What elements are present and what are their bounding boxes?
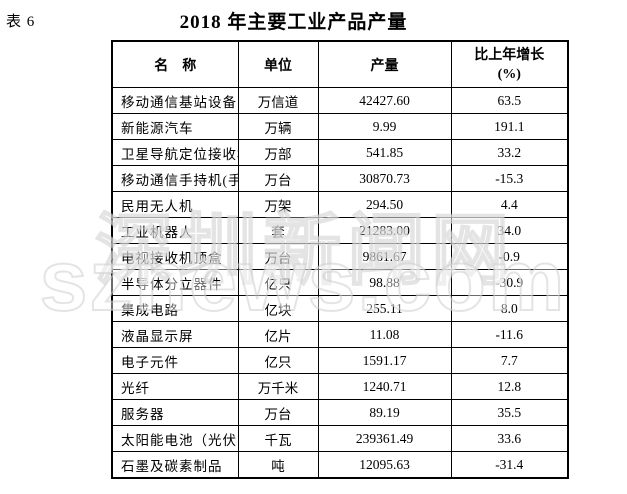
output-cell: 255.11 [317,295,452,322]
product-name-cell: 集成电路 [111,295,239,322]
output-cell: 9861.67 [317,243,452,270]
growth-cell: 33.6 [450,425,569,452]
product-name-cell: 卫星导航定位接收机 [111,139,239,166]
growth-cell: 12.8 [450,373,569,400]
column-header-unit: 单位 [237,40,319,88]
output-cell: 541.85 [317,139,452,166]
output-cell: 1591.17 [317,347,452,374]
unit-cell: 万信道 [237,87,319,114]
table-row: 液晶显示屏 亿片 11.08 -11.6 [111,321,569,348]
growth-cell: 34.0 [450,217,569,244]
output-cell: 21283.00 [317,217,452,244]
product-name-cell: 服务器 [111,399,239,426]
product-name-cell: 电视接收机顶盒 [111,243,239,270]
industrial-output-table: 名 称 单位 产量 比上年增长 (%) 移动通信基站设备 万信道 42427.6… [111,40,569,479]
table-row: 移动通信手持机(手机) 万台 30870.73 -15.3 [111,165,569,192]
growth-cell: 191.1 [450,113,569,140]
unit-cell: 万辆 [237,113,319,140]
growth-cell: -15.3 [450,165,569,192]
product-name-cell: 移动通信手持机(手机) [111,165,239,192]
unit-cell: 吨 [237,451,319,479]
unit-cell: 万部 [237,139,319,166]
column-header-growth-line2: (%) [497,66,521,82]
table-row: 电视接收机顶盒 万台 9861.67 -0.9 [111,243,569,270]
product-name-cell: 移动通信基站设备 [111,87,239,114]
unit-cell: 亿只 [237,347,319,374]
table-row: 民用无人机 万架 294.50 4.4 [111,191,569,218]
header-row: 名 称 单位 产量 比上年增长 (%) [111,40,569,88]
table-row: 工业机器人 套 21283.00 34.0 [111,217,569,244]
table-row: 电子元件 亿只 1591.17 7.7 [111,347,569,374]
unit-cell: 万台 [237,399,319,426]
growth-cell: -31.4 [450,451,569,479]
product-name-cell: 液晶显示屏 [111,321,239,348]
output-cell: 89.19 [317,399,452,426]
output-cell: 98.88 [317,269,452,296]
column-header-growth: 比上年增长 (%) [450,40,569,88]
table-row: 服务器 万台 89.19 35.5 [111,399,569,426]
growth-cell: 63.5 [450,87,569,114]
product-name-cell: 民用无人机 [111,191,239,218]
table-number-label: 表 6 [6,14,36,30]
growth-cell: 35.5 [450,399,569,426]
table-row: 光纤 万千米 1240.71 12.8 [111,373,569,400]
growth-cell: 8.0 [450,295,569,322]
product-name-cell: 太阳能电池（光伏电池） [111,425,239,452]
output-cell: 239361.49 [317,425,452,452]
growth-cell: 7.7 [450,347,569,374]
product-name-cell: 新能源汽车 [111,113,239,140]
unit-cell: 套 [237,217,319,244]
product-name-cell: 光纤 [111,373,239,400]
table-row: 集成电路 亿块 255.11 8.0 [111,295,569,322]
unit-cell: 万台 [237,165,319,192]
unit-cell: 亿块 [237,295,319,322]
growth-cell: 4.4 [450,191,569,218]
table-row: 新能源汽车 万辆 9.99 191.1 [111,113,569,140]
output-cell: 42427.60 [317,87,452,114]
output-cell: 30870.73 [317,165,452,192]
growth-cell: -11.6 [450,321,569,348]
unit-cell: 亿片 [237,321,319,348]
unit-cell: 万架 [237,191,319,218]
product-name-cell: 石墨及碳素制品 [111,451,239,479]
growth-cell: -30.9 [450,269,569,296]
column-header-growth-line1: 比上年增长 [474,47,545,63]
unit-cell: 万千米 [237,373,319,400]
unit-cell: 万台 [237,243,319,270]
growth-cell: 33.2 [450,139,569,166]
unit-cell: 亿只 [237,269,319,296]
column-header-output: 产量 [317,40,452,88]
column-header-name: 名 称 [111,40,239,88]
table-row: 半导体分立器件 亿只 98.88 -30.9 [111,269,569,296]
growth-cell: -0.9 [450,243,569,270]
table-row: 卫星导航定位接收机 万部 541.85 33.2 [111,139,569,166]
table-row: 石墨及碳素制品 吨 12095.63 -31.4 [111,451,569,479]
unit-cell: 千瓦 [237,425,319,452]
output-cell: 9.99 [317,113,452,140]
product-name-cell: 半导体分立器件 [111,269,239,296]
product-name-cell: 工业机器人 [111,217,239,244]
output-cell: 294.50 [317,191,452,218]
product-name-cell: 电子元件 [111,347,239,374]
table-row: 太阳能电池（光伏电池） 千瓦 239361.49 33.6 [111,425,569,452]
table-row: 移动通信基站设备 万信道 42427.60 63.5 [111,87,569,114]
output-cell: 12095.63 [317,451,452,479]
output-cell: 11.08 [317,321,452,348]
output-cell: 1240.71 [317,373,452,400]
page-title: 2018 年主要工业产品产量 [179,12,408,33]
